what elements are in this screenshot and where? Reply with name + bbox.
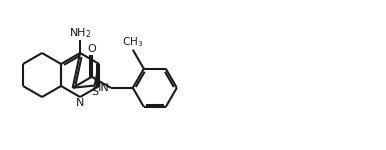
Text: O: O bbox=[87, 44, 96, 54]
Text: N: N bbox=[76, 98, 84, 108]
Text: S: S bbox=[91, 87, 99, 96]
Text: HN: HN bbox=[93, 83, 110, 93]
Text: NH$_2$: NH$_2$ bbox=[69, 26, 91, 39]
Text: CH$_3$: CH$_3$ bbox=[122, 35, 144, 49]
